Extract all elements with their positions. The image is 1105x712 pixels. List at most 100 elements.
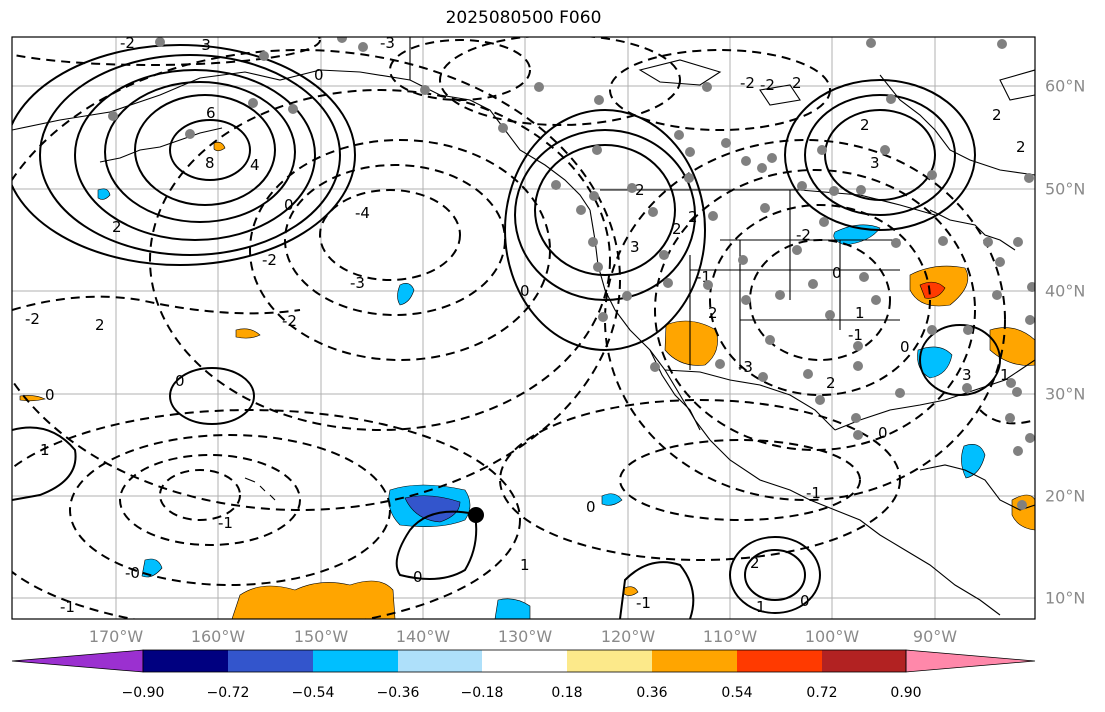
contour-negative: [979, 409, 1035, 425]
lat-label: 10°N: [1045, 588, 1086, 608]
na-west-coast: [589, 209, 1001, 616]
contour-label: -3: [350, 274, 365, 292]
colorbar: [11, 649, 1036, 673]
contour-label: 1: [520, 556, 530, 574]
colorbar-segment: [143, 650, 228, 672]
contour-label: -0: [125, 564, 140, 582]
lon-label: 160°W: [190, 627, 246, 646]
contour-label: 2: [750, 554, 760, 572]
contour-label: -1: [636, 594, 651, 612]
contour-label: -3: [738, 358, 753, 376]
contour-label: -1: [218, 514, 233, 532]
contour-label: 1: [855, 304, 865, 322]
contour-label: 0: [900, 338, 910, 356]
storm-center-marker: [468, 507, 484, 523]
contour-negative: [749, 239, 891, 361]
contour-label: 2: [992, 106, 1002, 124]
contour-negative: [389, 39, 531, 101]
contour-label: 0: [878, 424, 888, 442]
lat-label: 40°N: [1045, 281, 1086, 301]
contour-label: 0: [520, 282, 530, 300]
map-frame: [11, 36, 1036, 620]
lat-label: 60°N: [1045, 76, 1086, 96]
yucatan-coast: [919, 464, 1035, 511]
contour-negative: [12, 295, 301, 315]
contour-label: -4: [355, 204, 370, 222]
orange-shading: [235, 328, 261, 339]
colorbar-segment: [822, 650, 906, 672]
lon-label: 170°W: [88, 627, 144, 646]
colorbar-tick-label: 0.90: [890, 685, 922, 701]
contour-label: 2: [635, 181, 645, 199]
contour-positive: [134, 94, 276, 206]
contour-negative: [709, 204, 931, 396]
blue-shading: [601, 493, 623, 506]
contour-label: 2: [792, 74, 802, 92]
contour-label: -3: [380, 34, 395, 52]
orange-shading: [623, 586, 639, 596]
colorbar-tick-label: 0.54: [721, 685, 753, 701]
blue-shading: [141, 558, 163, 578]
contour-label: 3: [962, 366, 972, 384]
contour-label: 2: [708, 304, 718, 322]
blue-shading: [494, 598, 531, 619]
orange-shading: [231, 580, 396, 619]
station-dots: [108, 37, 1035, 510]
lon-label: 150°W: [293, 627, 349, 646]
map-title: 2025080500 F060: [445, 8, 602, 28]
lon-label: 100°W: [804, 627, 860, 646]
shaded-areas: [19, 141, 1035, 619]
contour-negative: [12, 49, 621, 511]
contour-negative: [159, 469, 241, 521]
contour-negative: [284, 164, 506, 316]
colorbar-segment: [737, 650, 822, 672]
lon-label: 110°W: [702, 627, 758, 646]
contour-label: -2: [25, 310, 40, 328]
contour-label: 2: [672, 220, 682, 238]
contour-negative: [604, 139, 1006, 501]
hudson-bay: [879, 74, 1035, 176]
contour-positive: [74, 69, 316, 241]
lon-label: 120°W: [600, 627, 656, 646]
contour-label: 0: [832, 264, 842, 282]
lat-label: 50°N: [1045, 179, 1086, 199]
contour-label: -1: [848, 326, 863, 344]
aleutian-islands: [99, 127, 223, 163]
contour-positive: [824, 109, 936, 201]
blue-shading: [917, 346, 953, 379]
contour-negative: [69, 434, 391, 586]
contour-label: 0: [800, 592, 810, 610]
contour-negative: [499, 399, 901, 561]
contour-negative: [609, 49, 831, 131]
contour-label: 0: [45, 386, 55, 404]
orange-shading: [664, 320, 718, 366]
contour-positive: [12, 426, 77, 501]
contour-positive: [534, 144, 676, 276]
contour-label: -1: [806, 484, 821, 502]
contour-label: 0: [175, 372, 185, 390]
colorbar-tick-label: 0.72: [806, 685, 838, 701]
contour-negative: [439, 37, 681, 126]
map-area: -2 -3 -3 6 8 4 0 2 -2 -4 -3 -2 -2 2 -2 0…: [12, 34, 1035, 619]
contour-positive: [12, 44, 356, 266]
lat-label: 30°N: [1045, 384, 1086, 404]
state-border: [409, 37, 900, 370]
contour-positive: [514, 129, 696, 301]
contour-label: 8: [205, 154, 215, 172]
colorbar-extend-high: [905, 649, 1036, 673]
colorbar-extend-low: [11, 649, 144, 673]
contour-label: 1: [40, 441, 50, 459]
contour-positive: [804, 94, 956, 216]
contour-label: 2: [688, 208, 698, 226]
contour-positive: [619, 561, 695, 619]
hawaiian-islands: [244, 477, 276, 501]
contour-negative: [319, 189, 461, 281]
contour-positive: [39, 54, 341, 256]
blue-shading: [404, 495, 461, 523]
contour-positive: [104, 81, 296, 223]
contour-negative: [12, 409, 521, 619]
great-lakes: [929, 209, 1016, 251]
contour-label: 6: [206, 104, 216, 122]
colorbar-segment: [482, 650, 567, 672]
